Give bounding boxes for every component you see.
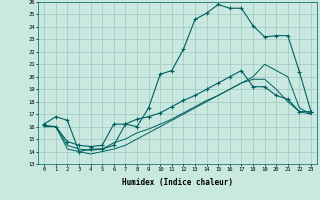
X-axis label: Humidex (Indice chaleur): Humidex (Indice chaleur)	[122, 178, 233, 187]
